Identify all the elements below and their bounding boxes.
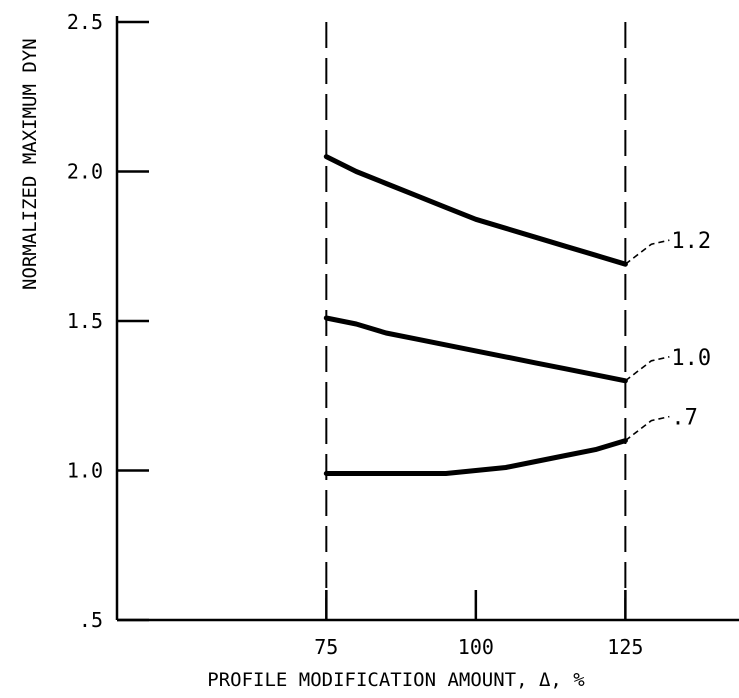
x-tick-label: 100 bbox=[458, 635, 494, 659]
y-tick-label: 2.5 bbox=[67, 10, 103, 34]
series-layer bbox=[323, 154, 628, 476]
x-tick-label: 125 bbox=[607, 635, 643, 659]
reference-lines bbox=[325, 22, 627, 620]
x-tick-label: 75 bbox=[314, 635, 338, 659]
curve-label: .7 bbox=[671, 406, 698, 431]
labels-layer: 1.2 1.0 .7 bbox=[624, 229, 711, 442]
curve-label: 1.2 bbox=[671, 229, 711, 254]
y-tick-label: 2.0 bbox=[67, 160, 103, 184]
x-axis-title: PROFILE MODIFICATION AMOUNT, Δ, % bbox=[207, 669, 585, 691]
y-tick-label: 1.5 bbox=[67, 309, 103, 333]
y-axis-title: NORMALIZED MAXIMUM DYN bbox=[19, 38, 41, 290]
curve-label: 1.0 bbox=[671, 346, 711, 371]
curve-leader-line bbox=[624, 239, 670, 265]
y-tick-label: 1.0 bbox=[67, 459, 103, 483]
series-line bbox=[323, 315, 628, 384]
curve-leader-line bbox=[624, 356, 670, 382]
y-tick-label: .5 bbox=[79, 608, 103, 632]
series-line bbox=[323, 438, 628, 476]
series-line bbox=[323, 154, 628, 267]
curve-leader-line bbox=[624, 415, 670, 442]
axes: .5 1.0 1.5 2.0 2.5 75 100 125 bbox=[67, 10, 739, 659]
